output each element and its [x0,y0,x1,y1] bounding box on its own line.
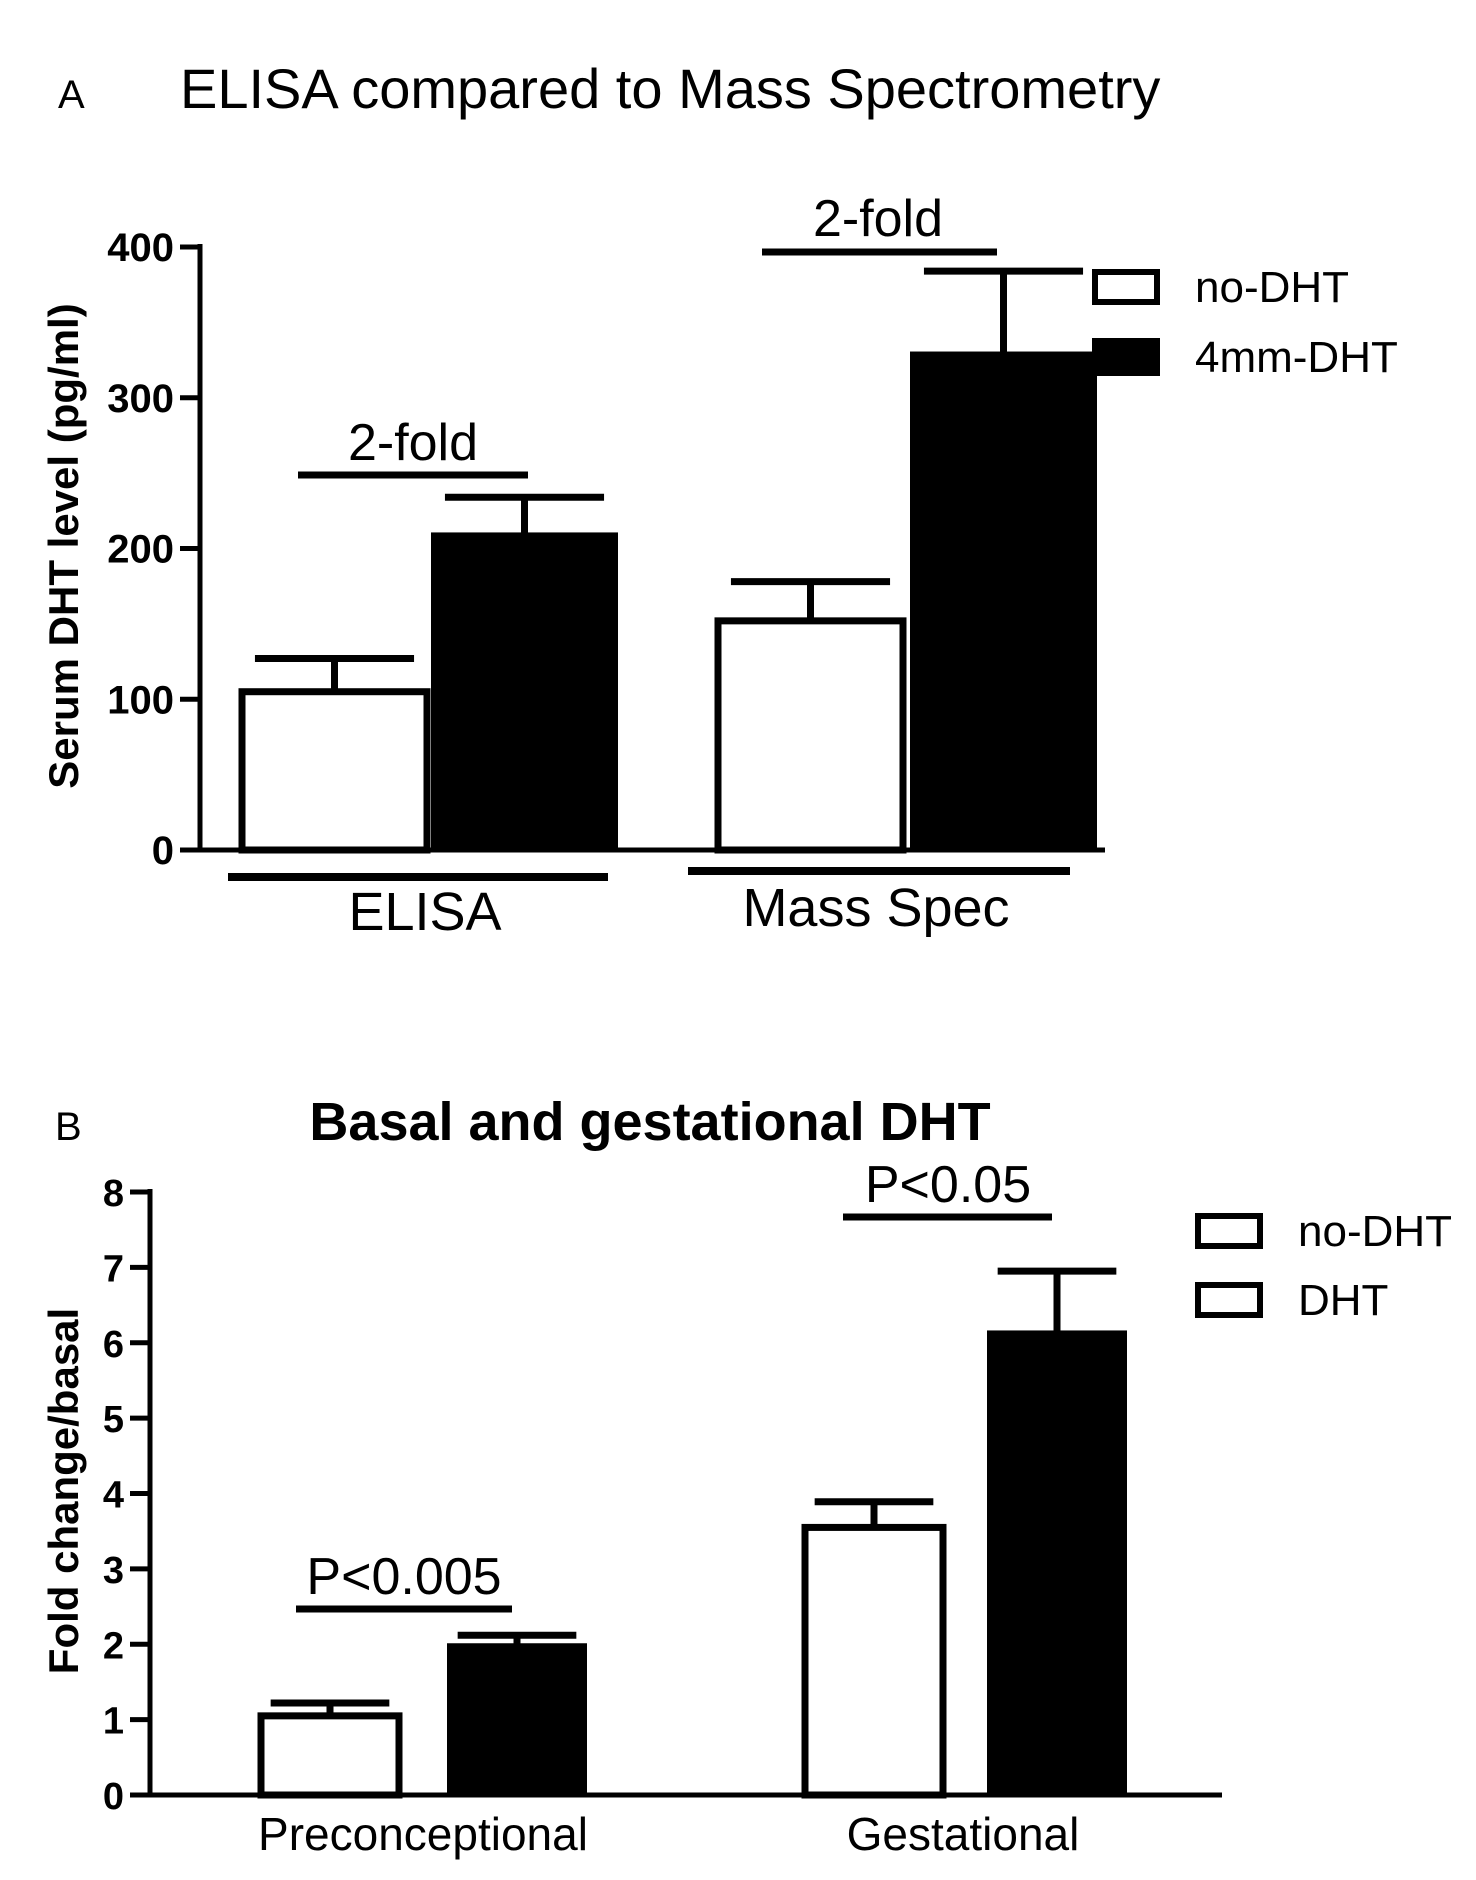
y-tick-label: 0 [152,829,174,873]
legend-label-no-dht-b: no-DHT [1298,1207,1452,1256]
panel-a-legend: no-DHT 4mm-DHT [1092,263,1398,382]
bar-dht-preconceptional [447,1643,587,1796]
bar-4mm-dht-elisa [431,532,618,851]
panel-a-y-axis-label: Serum DHT level (pg/ml) [40,303,87,788]
panel-b-legend: no-DHT DHT [1195,1207,1452,1325]
category-label-elisa: ELISA [348,882,501,942]
y-tick-label: 400 [107,226,174,270]
panel-a-y-ticks: 0 100 200 300 400 [107,226,200,873]
legend-swatch-4mm-dht-a [1092,338,1160,376]
fold-change-annotation-mass-spec: 2-fold [813,190,943,248]
panel-b-bars [257,1330,1127,1799]
y-tick-label: 6 [103,1324,124,1366]
legend-swatch-dht-b [1195,1282,1263,1318]
panel-b-y-axis-label: Fold change/basal [40,1308,87,1674]
y-tick-label: 100 [107,678,174,722]
y-tick-label: 7 [103,1248,124,1290]
y-tick-label: 4 [103,1475,124,1517]
category-label-gestational: Gestational [847,1808,1080,1860]
y-tick-label: 1 [103,1701,124,1743]
legend-swatch-no-dht-b [1195,1213,1263,1249]
y-tick-label: 3 [103,1550,124,1592]
panel-a: A ELISA compared to Mass Spectrometry 0 1… [40,57,1398,942]
panel-a-bars [238,351,1097,854]
panel-a-error-bars [254,267,1084,692]
p-value-gestational: P<0.05 [865,1156,1031,1214]
legend-label-dht-b: DHT [1298,1276,1388,1325]
panel-b-y-ticks: 0 1 2 3 4 5 6 7 8 [103,1173,150,1818]
bar-4mm-dht-mass-spec [910,351,1097,851]
legend-swatch-no-dht-a [1092,269,1160,305]
panel-b-title: Basal and gestational DHT [309,1092,990,1152]
category-label-preconceptional: Preconceptional [258,1808,588,1860]
panel-b-label: B [55,1105,82,1149]
y-tick-label: 200 [107,528,174,572]
bar-no-dht-preconceptional [257,1712,403,1799]
panel-b: B Basal and gestational DHT 0 1 2 3 4 5 6 7 8 Fo… [40,1092,1452,1860]
y-tick-label: 2 [103,1625,124,1667]
panel-a-title: ELISA compared to Mass Spectrometry [180,57,1160,120]
bar-no-dht-elisa [238,688,431,854]
category-label-mass-spec: Mass Spec [742,878,1009,938]
y-tick-label: 300 [107,377,174,421]
panel-b-error-bars [270,1267,1117,1716]
fold-change-annotation-elisa: 2-fold [348,414,478,472]
p-value-preconceptional: P<0.005 [306,1548,501,1606]
y-tick-label: 8 [103,1173,124,1215]
legend-label-4mm-dht-a: 4mm-DHT [1195,333,1398,382]
bar-no-dht-mass-spec [714,617,907,854]
panel-a-label: A [58,73,85,117]
y-tick-label: 5 [103,1399,124,1441]
bar-dht-gestational [987,1330,1127,1796]
legend-label-no-dht-a: no-DHT [1195,263,1349,312]
bar-no-dht-gestational [801,1523,947,1799]
y-tick-label: 0 [103,1776,124,1818]
